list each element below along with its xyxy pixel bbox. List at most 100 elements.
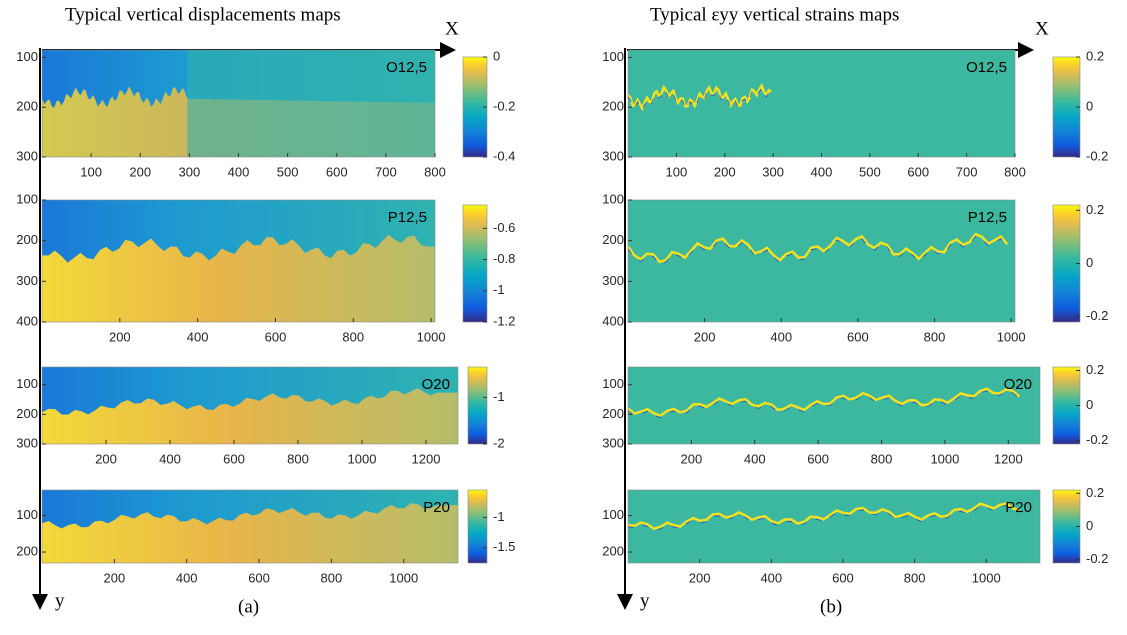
y-tick-label: 100 <box>602 49 624 64</box>
x-tick-label: 800 <box>287 451 309 466</box>
colorbar-tick-label: 0 <box>1086 397 1093 412</box>
x-tick-label: 500 <box>277 164 299 179</box>
x-tick-label: 1000 <box>997 329 1026 344</box>
x-tick-label: 300 <box>179 164 201 179</box>
x-tick-label: 700 <box>956 164 978 179</box>
colorbar-tick-label: -2 <box>493 435 505 450</box>
panel-label: O12,5 <box>386 59 427 76</box>
panel: P12,5 200 400 600 800 1000 100 200 300 400 -0.6 -0.… <box>16 191 515 344</box>
heatmap-region <box>187 50 435 157</box>
panel-label: O20 <box>422 376 450 393</box>
colorbar <box>462 204 488 323</box>
y-tick-label: 300 <box>602 148 624 163</box>
panel: O12,5 100 200 300 400 500 600 700 800 100 200 300 0.… <box>602 48 1108 179</box>
y-tick-label: 100 <box>16 507 38 522</box>
subcaption: (b) <box>820 596 842 617</box>
x-axis-label: X <box>445 18 459 39</box>
colorbar-tick-label: -0.8 <box>493 251 515 266</box>
crack-trace <box>626 232 1009 264</box>
x-tick-label: 200 <box>694 329 716 344</box>
colorbar <box>467 366 488 445</box>
colorbar <box>1052 366 1081 445</box>
y-tick-label: 400 <box>602 313 624 328</box>
colorbar-tick-label: -0.2 <box>1086 148 1108 163</box>
x-tick-label: 1000 <box>930 451 959 466</box>
colorbar-tick-label: -1 <box>493 282 505 297</box>
colorbar-tick-label: 0 <box>1086 255 1093 270</box>
x-tick-label: 400 <box>176 570 198 585</box>
x-tick-label: 1200 <box>412 451 441 466</box>
y-tick-label: 400 <box>16 313 38 328</box>
y-tick-label: 100 <box>602 376 624 391</box>
colorbar-tick-label: -0.6 <box>493 220 515 235</box>
colorbar-tick-label: 0 <box>493 48 500 63</box>
x-tick-label: 600 <box>907 164 929 179</box>
colorbar <box>1052 489 1081 564</box>
y-tick-label: 200 <box>16 232 38 247</box>
heatmap-frame <box>627 489 1041 564</box>
x-tick-label: 800 <box>424 164 446 179</box>
colorbar-tick-label: -1 <box>493 509 505 524</box>
column-title: Typical εyy vertical strains maps <box>650 4 899 25</box>
colorbar <box>467 489 488 564</box>
x-tick-label: 400 <box>744 451 766 466</box>
x-tick-label: 800 <box>342 329 364 344</box>
crack-trace <box>627 82 772 112</box>
colorbar-tick-label: 0 <box>1086 518 1093 533</box>
crack-trace <box>627 235 1008 265</box>
x-tick-label: 800 <box>1004 164 1026 179</box>
panel-label: P20 <box>423 499 450 516</box>
heatmap-frame <box>41 489 459 564</box>
colorbar-tick-label: 0.2 <box>1086 48 1104 63</box>
panel-label: P12,5 <box>968 209 1007 226</box>
panel: O20 200 400 600 800 1000 1200 100 200 300 0.2 0 -0.2 <box>602 362 1108 467</box>
x-tick-label: 1000 <box>348 451 377 466</box>
x-tick-label: 1000 <box>389 570 418 585</box>
x-tick-label: 400 <box>187 329 209 344</box>
colorbar-tick-label: -0.2 <box>1086 551 1108 566</box>
crack-trace <box>627 86 772 112</box>
colorbar-tick-label: -1.2 <box>493 313 515 328</box>
crack-trace <box>627 502 1020 531</box>
x-tick-label: 600 <box>223 451 245 466</box>
colorbar-tick-label: -0.2 <box>1086 308 1108 323</box>
panel: P12,5 200 400 600 800 1000 100 200 300 400 0.2 0 -0.… <box>602 191 1108 344</box>
y-tick-label: 100 <box>16 49 38 64</box>
y-tick-label: 300 <box>602 273 624 288</box>
panel-label: O20 <box>1004 376 1032 393</box>
y-tick-label: 100 <box>602 191 624 206</box>
y-tick-label: 300 <box>16 273 38 288</box>
heatmap-region <box>42 234 435 322</box>
x-tick-label: 300 <box>762 164 784 179</box>
heatmap-frame <box>627 199 1016 323</box>
x-tick-label: 400 <box>811 164 833 179</box>
subcaption: (a) <box>238 596 259 617</box>
x-tick-label: 1000 <box>972 570 1001 585</box>
heatmap-region <box>42 503 458 563</box>
x-tick-label: 100 <box>80 164 102 179</box>
y-axis-label: y <box>55 590 65 611</box>
panel: P20 200 400 600 800 1000 100 200 -1 -1.5 <box>16 489 515 585</box>
heatmap-frame <box>41 199 436 323</box>
x-tick-label: 200 <box>714 164 736 179</box>
x-tick-label: 100 <box>666 164 688 179</box>
y-tick-label: 100 <box>16 376 38 391</box>
column-title: Typical vertical displacements maps <box>65 4 341 25</box>
y-tick-label: 300 <box>16 148 38 163</box>
y-tick-label: 200 <box>16 99 38 114</box>
x-tick-label: 600 <box>248 570 270 585</box>
x-axis-label: X <box>1035 18 1049 39</box>
x-tick-label: 800 <box>924 329 946 344</box>
y-tick-label: 100 <box>602 507 624 522</box>
y-axis-label: y <box>640 590 650 611</box>
x-tick-label: 600 <box>832 570 854 585</box>
colorbar-tick-label: -0.4 <box>493 148 515 163</box>
heatmap-frame <box>41 366 459 445</box>
x-tick-label: 800 <box>871 451 893 466</box>
x-tick-label: 400 <box>159 451 181 466</box>
colorbar-tick-label: 0.2 <box>1086 362 1104 377</box>
y-tick-label: 300 <box>602 435 624 450</box>
panel-label: P12,5 <box>388 209 427 226</box>
heatmap-image <box>628 50 1015 157</box>
